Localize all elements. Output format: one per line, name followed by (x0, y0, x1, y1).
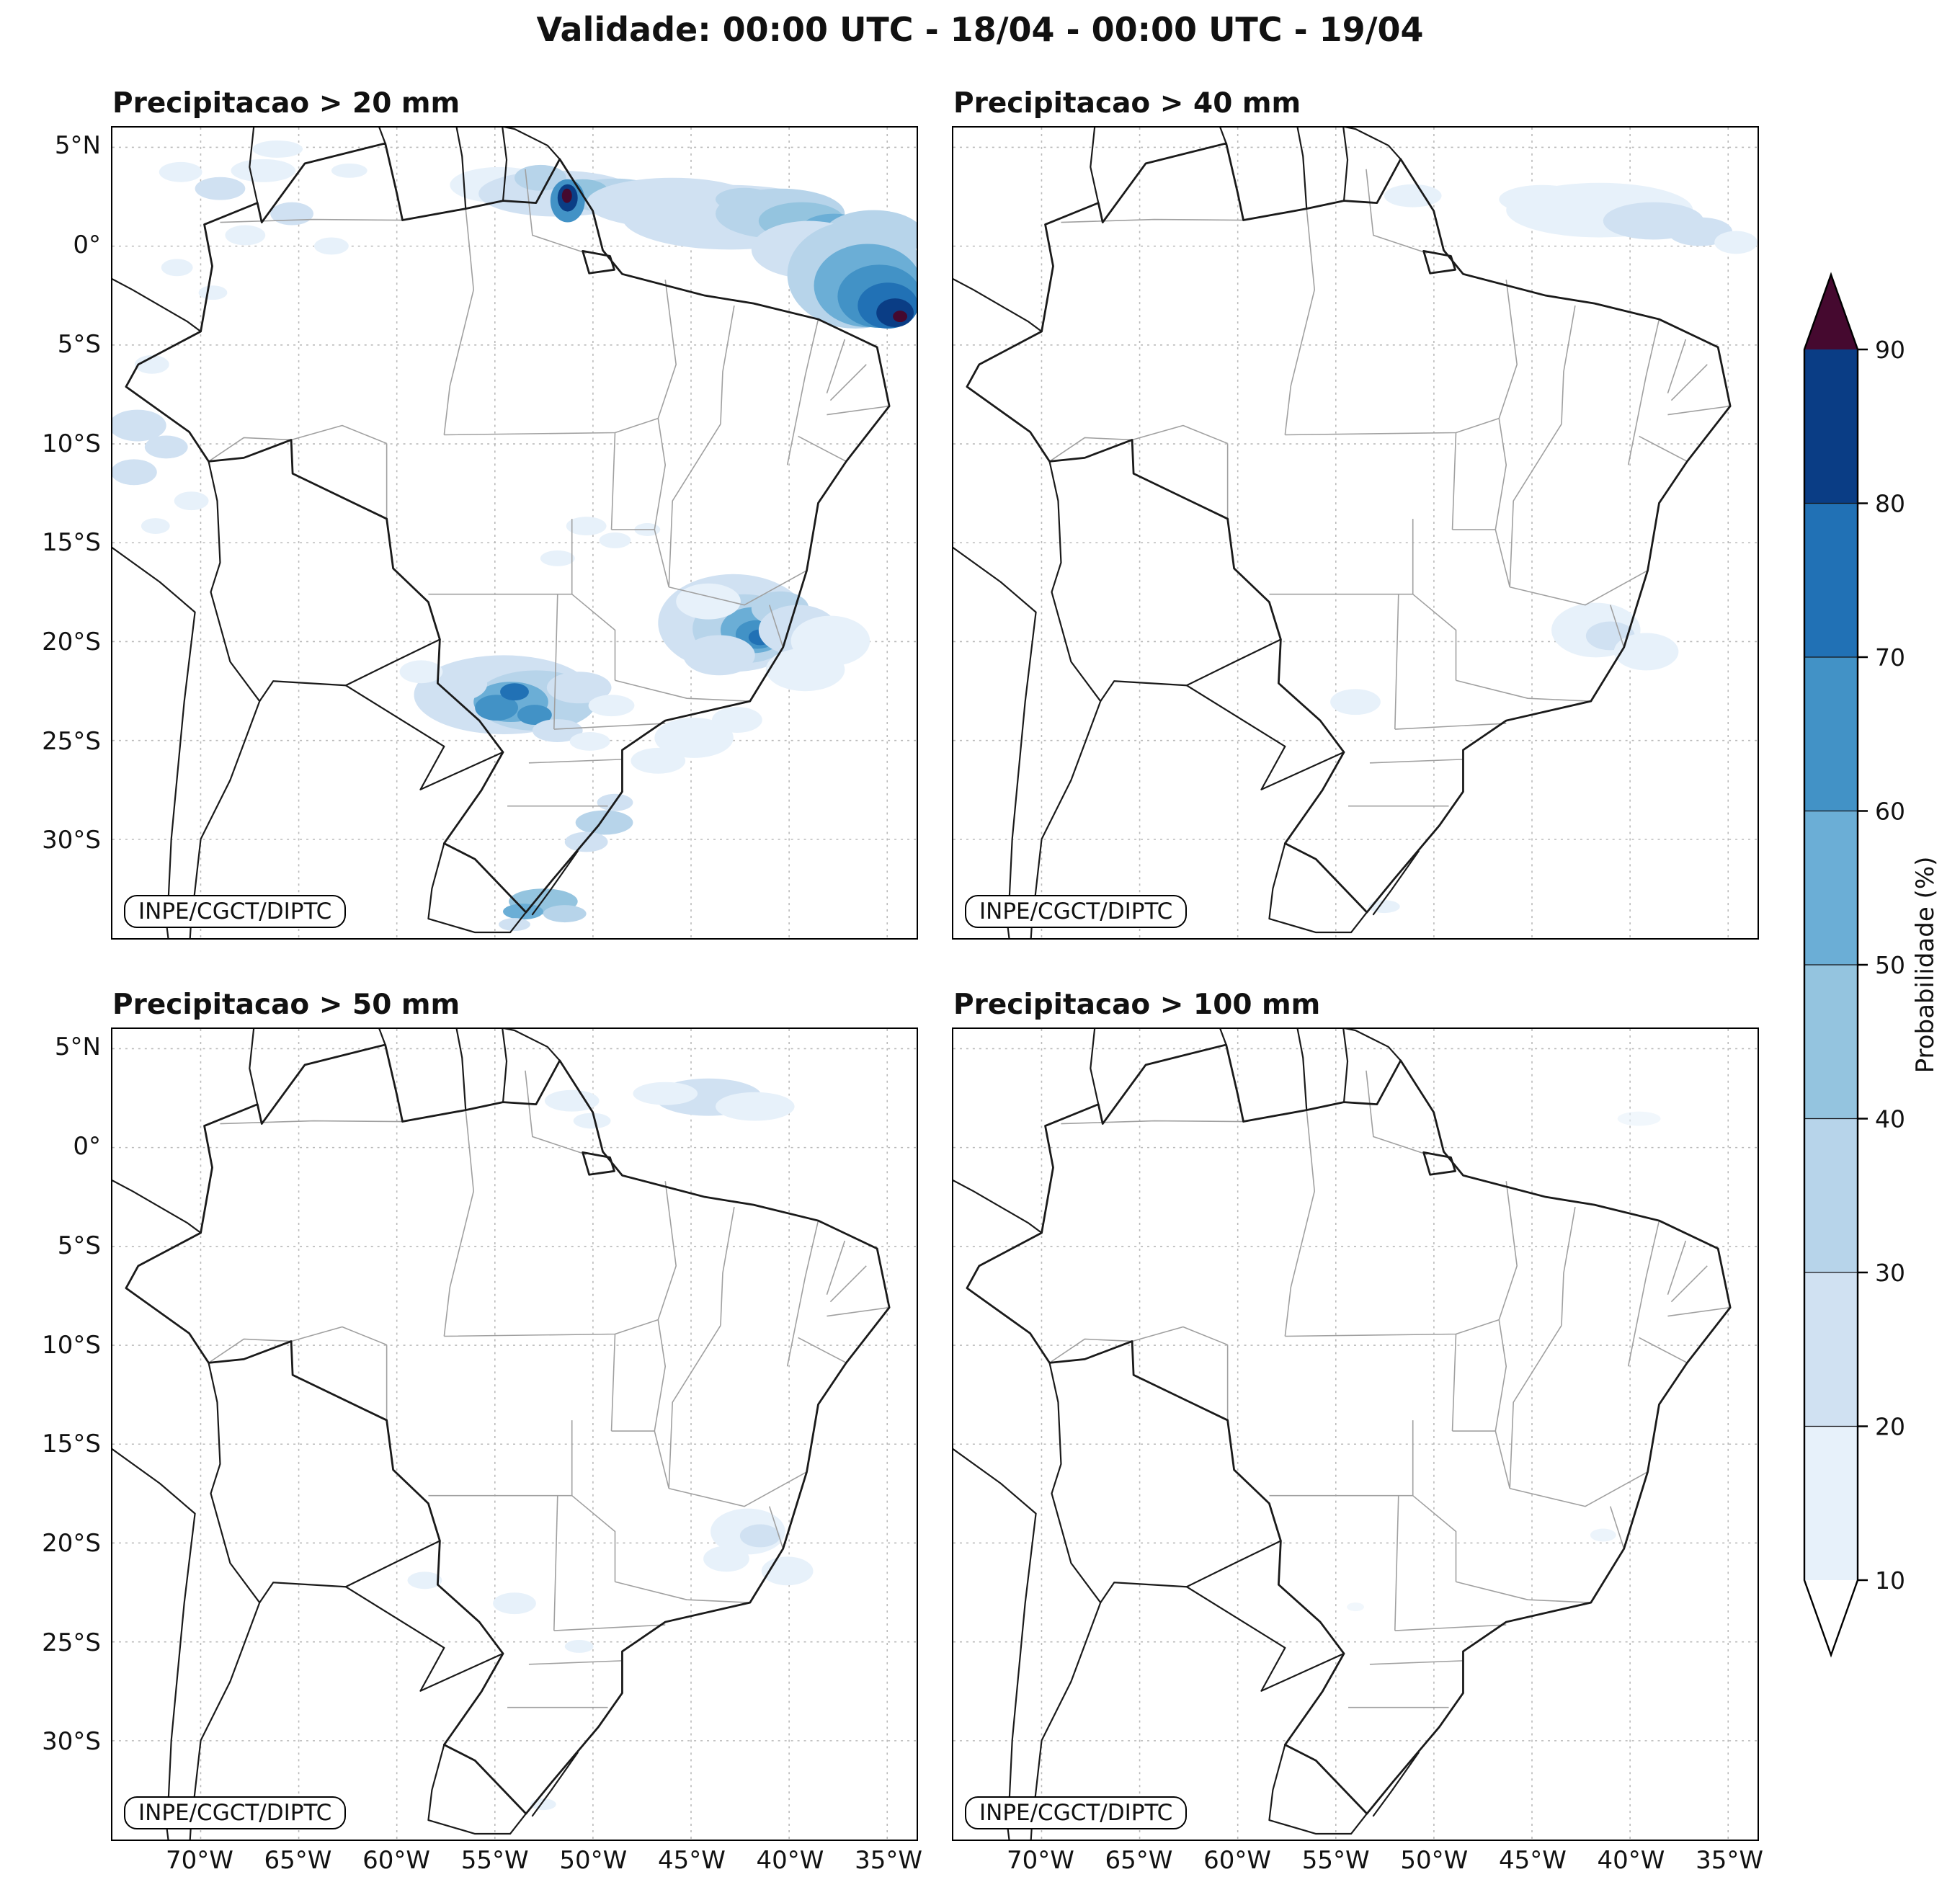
lon-tick: 45°W (1498, 1846, 1567, 1875)
lon-tick: 70°W (1006, 1846, 1074, 1875)
credit-badge: INPE/CGCT/DIPTC (124, 895, 347, 928)
lon-tick: 35°W (1696, 1846, 1764, 1875)
lon-tick: 60°W (362, 1846, 431, 1875)
lat-tick: 20°S (42, 1529, 101, 1558)
map-panel-100mm: INPE/CGCT/DIPTC (952, 1027, 1759, 1841)
lat-tick: 10°S (42, 1331, 101, 1360)
colorbar-axis-label: Probabilidade (%) (1911, 856, 1940, 1074)
lat-tick: 30°S (42, 826, 101, 855)
colorbar-over-arrow (1804, 275, 1858, 349)
lat-tick: 15°S (42, 1430, 101, 1458)
precip-blobs-20mm (112, 140, 917, 932)
brazil-map-50mm (112, 1029, 917, 1840)
colorbar-tick-label: 90 (1875, 336, 1905, 364)
brazil-map-40mm (953, 128, 1758, 938)
lon-tick: 65°W (264, 1846, 332, 1875)
lon-tick: 65°W (1105, 1846, 1173, 1875)
map-panel-50mm: INPE/CGCT/DIPTC (111, 1027, 918, 1841)
lat-tick: 20°S (42, 628, 101, 656)
lon-tick: 45°W (657, 1846, 726, 1875)
lon-tick: 50°W (559, 1846, 628, 1875)
panel-title-40mm: Precipitacao > 40 mm (953, 87, 1301, 120)
brazil-map-20mm (112, 128, 917, 938)
lat-tick: 25°S (42, 1628, 101, 1657)
colorbar-tick-label: 60 (1875, 798, 1905, 826)
colorbar-tick-label: 40 (1875, 1105, 1905, 1133)
lat-tick: 5°N (54, 131, 101, 160)
colorbar-segments (1803, 272, 1859, 1658)
colorbar-under-arrow (1804, 1580, 1858, 1655)
colorbar-tick-label: 30 (1875, 1259, 1905, 1287)
lon-tick: 40°W (756, 1846, 824, 1875)
lat-tick: 30°S (42, 1727, 101, 1756)
lon-tick: 40°W (1597, 1846, 1665, 1875)
lon-tick: 55°W (460, 1846, 529, 1875)
colorbar-tick-label: 50 (1875, 951, 1905, 979)
colorbar-tick-label: 80 (1875, 490, 1905, 518)
lon-tick: 55°W (1301, 1846, 1370, 1875)
credit-badge: INPE/CGCT/DIPTC (965, 1796, 1188, 1829)
map-panel-20mm: INPE/CGCT/DIPTC (111, 126, 918, 940)
panel-title-100mm: Precipitacao > 100 mm (953, 989, 1321, 1021)
precip-blobs-50mm (407, 1078, 814, 1811)
colorbar-tick-label: 70 (1875, 643, 1905, 672)
colorbar-tick-label: 10 (1875, 1566, 1905, 1595)
lat-tick: 0° (73, 1132, 101, 1161)
panel-title-20mm: Precipitacao > 20 mm (112, 87, 460, 120)
lat-tick: 25°S (42, 727, 101, 756)
colorbar-tick-label: 20 (1875, 1413, 1905, 1441)
precip-blobs-100mm (1347, 1111, 1661, 1612)
panel-title-50mm: Precipitacao > 50 mm (112, 989, 460, 1021)
lon-tick: 70°W (165, 1846, 233, 1875)
map-panel-40mm: INPE/CGCT/DIPTC (952, 126, 1759, 940)
lat-tick: 5°N (54, 1033, 101, 1061)
lon-tick: 60°W (1203, 1846, 1272, 1875)
lat-tick: 10°S (42, 429, 101, 458)
lat-tick: 5°S (57, 330, 101, 359)
lon-tick: 35°W (855, 1846, 923, 1875)
lat-tick: 15°S (42, 528, 101, 557)
lat-tick: 0° (73, 231, 101, 259)
figure-title: Validade: 00:00 UTC - 18/04 - 00:00 UTC … (536, 10, 1424, 49)
colorbar-ticks: 10 20 30 40 50 60 70 80 90 (1858, 336, 1905, 1595)
colorbar: 10 20 30 40 50 60 70 80 90 (1803, 272, 1905, 1658)
lon-tick: 50°W (1400, 1846, 1469, 1875)
credit-badge: INPE/CGCT/DIPTC (124, 1796, 347, 1829)
credit-badge: INPE/CGCT/DIPTC (965, 895, 1188, 928)
precip-blobs-40mm (1330, 182, 1758, 914)
lat-tick: 5°S (57, 1231, 101, 1260)
brazil-map-100mm (953, 1029, 1758, 1840)
